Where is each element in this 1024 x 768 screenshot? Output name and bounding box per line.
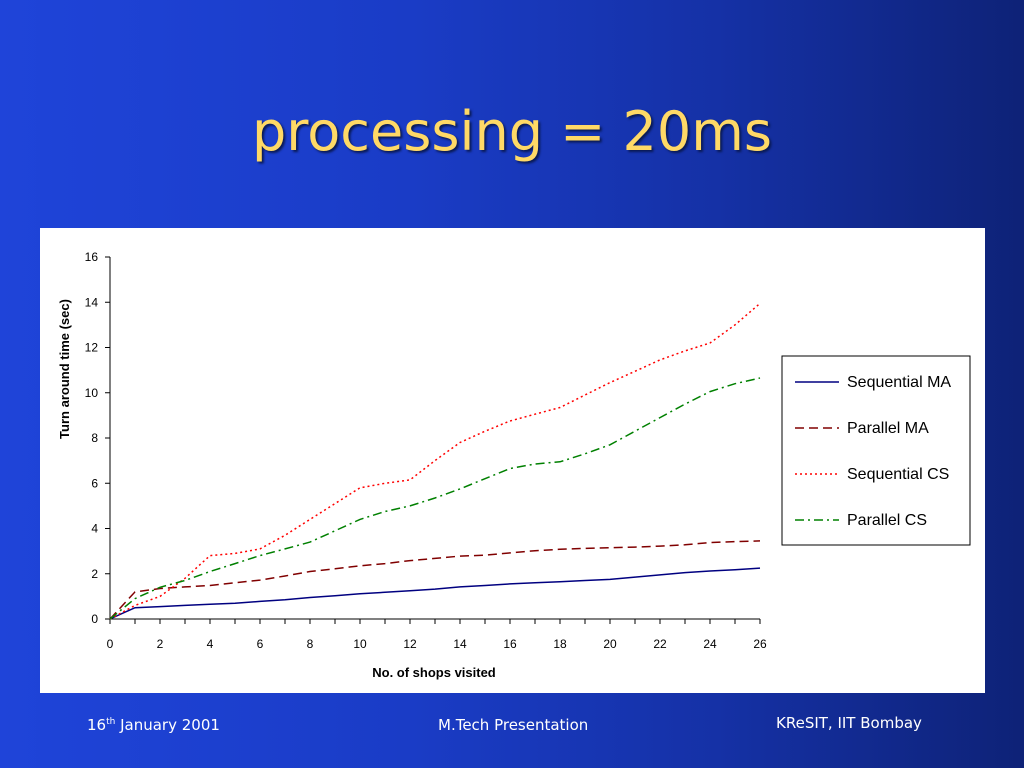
footer-date-suffix: th [106,717,116,727]
slide-title: processing = 20ms [251,100,773,163]
legend-label-2: Sequential CS [847,466,949,483]
x-tick-label: 26 [753,637,767,651]
x-axis-label: No. of shops visited [372,665,496,680]
x-tick-label: 2 [157,637,164,651]
x-tick-label: 0 [107,637,114,651]
x-tick-label: 20 [603,637,617,651]
x-tick-label: 4 [207,637,214,651]
legend-label-1: Parallel MA [847,420,929,437]
x-tick-label: 12 [403,637,417,651]
series-line-1 [109,540,761,620]
x-tick-label: 22 [653,637,667,651]
footer-presentation-title: M.Tech Presentation [438,716,589,734]
footer-date: 16th January 2001 [87,716,220,734]
x-tick-label: 16 [503,637,517,651]
y-tick-label: 16 [85,250,99,264]
footer-date-rest: January 2001 [115,716,220,734]
y-tick-label: 14 [85,295,99,309]
y-tick-label: 0 [91,612,98,626]
x-tick-label: 8 [307,637,314,651]
footer-institution: KReSIT, IIT Bombay [776,714,922,732]
chart-series [109,302,761,620]
series-line-0 [109,567,761,620]
y-tick-label: 10 [85,386,99,400]
footer-date-day: 16 [87,716,107,734]
chart-legend: Sequential MA Parallel MA Sequential CS Par… [781,355,971,546]
x-tick-label: 18 [553,637,567,651]
x-tick-label: 14 [453,637,467,651]
x-tick-label: 10 [353,637,367,651]
y-tick-label: 8 [91,431,98,445]
legend-label-3: Parallel CS [847,512,927,529]
legend-label-0: Sequential MA [847,374,951,391]
chart-panel: 0 2 4 6 8 10 12 14 16 0 2 4 6 8 10 12 14 16 18 20 22 24 26 Tur… [40,228,985,693]
series-line-3 [109,377,761,620]
legend-box [781,355,971,546]
x-tick-label: 24 [703,637,717,651]
y-tick-label: 12 [85,341,99,355]
y-axis-label: Turn around time (sec) [57,299,72,439]
y-tick-label: 6 [91,476,98,490]
y-tick-label: 4 [91,522,98,536]
x-tick-label: 6 [257,637,264,651]
y-tick-label: 2 [91,567,98,581]
